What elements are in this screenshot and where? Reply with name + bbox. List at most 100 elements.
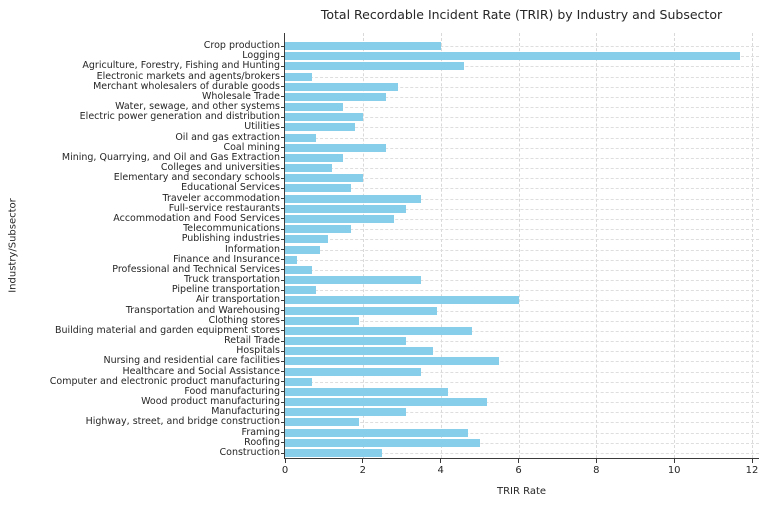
y-tick-mark — [281, 45, 284, 47]
bar — [285, 113, 363, 122]
category-label: Healthcare and Social Assistance — [122, 365, 280, 377]
y-tick-mark — [281, 147, 284, 149]
x-tick-mark — [673, 459, 675, 463]
h-gridline — [285, 208, 759, 210]
y-tick-mark — [281, 411, 284, 413]
y-tick-mark — [281, 228, 284, 230]
x-tick-label: 2 — [359, 465, 367, 476]
h-gridline — [285, 259, 759, 261]
h-gridline — [285, 280, 759, 282]
y-tick-mark — [281, 279, 284, 281]
y-tick-mark — [281, 289, 284, 291]
v-gridline — [440, 33, 442, 458]
h-gridline — [285, 218, 759, 220]
v-gridline — [518, 33, 520, 458]
category-label: Colleges and universities — [160, 162, 280, 174]
h-gridline — [285, 229, 759, 231]
category-label: Truck transportation — [184, 274, 280, 286]
h-gridline — [285, 310, 759, 312]
h-gridline — [285, 402, 759, 404]
y-tick-mark — [281, 126, 284, 128]
v-gridline — [674, 33, 676, 458]
h-gridline — [285, 178, 759, 180]
bar — [285, 367, 422, 376]
y-tick-mark — [281, 157, 284, 159]
category-label: Air transportation — [196, 294, 280, 306]
h-gridline — [285, 391, 759, 393]
y-tick-mark — [281, 401, 284, 403]
category-label: Information — [225, 243, 280, 255]
bar — [285, 103, 344, 112]
x-tick-mark — [595, 459, 597, 463]
category-label: Publishing industries — [181, 233, 280, 245]
bar — [285, 438, 480, 447]
bar — [285, 449, 383, 457]
category-label: Educational Services — [181, 182, 280, 194]
bar — [285, 82, 398, 91]
h-gridline — [285, 412, 759, 414]
y-tick-mark — [281, 198, 284, 200]
x-tick-mark — [751, 459, 753, 463]
bar — [285, 316, 359, 325]
x-axis-label: TRIR Rate — [496, 486, 547, 497]
h-gridline — [285, 432, 759, 434]
y-tick-mark — [281, 432, 284, 434]
chart-title: Total Recordable Incident Rate (TRIR) by… — [320, 7, 723, 22]
v-gridline — [596, 33, 598, 458]
bar — [285, 296, 519, 305]
category-label: Utilities — [244, 121, 280, 133]
h-gridline — [285, 351, 759, 353]
h-gridline — [285, 381, 759, 383]
bar — [285, 184, 352, 193]
x-tick-mark — [284, 459, 286, 463]
y-tick-mark — [281, 137, 284, 139]
bar — [285, 174, 363, 183]
h-gridline — [285, 422, 759, 424]
category-label: Mining, Quarrying, and Oil and Gas Extra… — [61, 151, 280, 163]
y-tick-mark — [281, 116, 284, 118]
h-gridline — [285, 442, 759, 444]
bar — [285, 408, 406, 417]
y-tick-mark — [281, 106, 284, 108]
category-label: Pipeline transportation — [171, 284, 280, 296]
y-tick-mark — [281, 76, 284, 78]
bar — [285, 92, 387, 101]
x-axis-spine — [284, 458, 759, 459]
x-tick-label: 10 — [667, 465, 681, 476]
y-tick-mark — [281, 86, 284, 88]
h-gridline — [285, 320, 759, 322]
y-tick-mark — [281, 350, 284, 352]
category-label: Electronic markets and agents/brokers — [96, 70, 280, 82]
y-axis-spine — [284, 33, 285, 459]
category-label: Professional and Technical Services — [112, 263, 280, 275]
h-gridline — [285, 157, 759, 159]
y-tick-mark — [281, 96, 284, 98]
h-gridline — [285, 46, 759, 47]
h-gridline — [285, 76, 759, 78]
y-tick-mark — [281, 65, 284, 67]
y-tick-mark — [281, 269, 284, 271]
y-tick-mark — [281, 238, 284, 240]
h-gridline — [285, 239, 759, 241]
y-tick-mark — [281, 371, 284, 373]
y-tick-mark — [281, 310, 284, 312]
h-gridline — [285, 453, 759, 454]
bar — [285, 153, 344, 162]
category-label: Electric power generation and distributi… — [79, 111, 280, 123]
bar — [285, 387, 449, 396]
bar — [285, 42, 441, 50]
category-label: Water, sewage, and other systems — [115, 101, 280, 113]
category-label: Building material and garden equipment s… — [54, 324, 280, 336]
bar — [285, 265, 313, 274]
y-tick-mark — [281, 320, 284, 322]
category-label: Oil and gas extraction — [175, 131, 280, 143]
h-gridline — [285, 361, 759, 363]
y-tick-mark — [281, 249, 284, 250]
h-gridline — [285, 137, 759, 139]
h-gridline — [285, 147, 759, 149]
y-tick-mark — [281, 167, 284, 169]
x-tick-label: 6 — [515, 465, 522, 476]
bar — [285, 143, 387, 152]
category-label: Elementary and secondary schools — [113, 172, 280, 184]
